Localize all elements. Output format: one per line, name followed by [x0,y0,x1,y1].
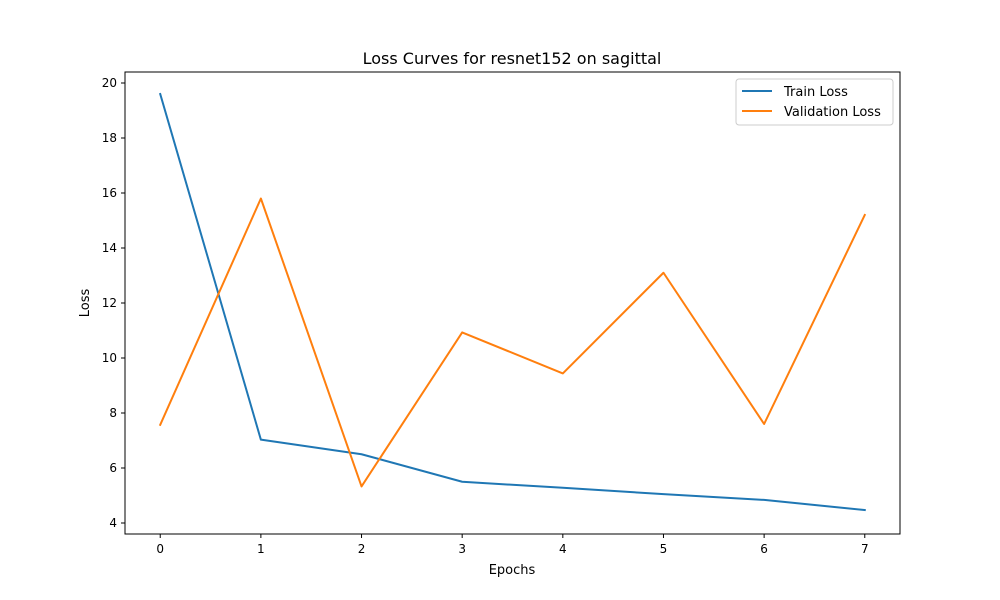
legend-label-train-loss: Train Loss [783,85,848,100]
legend: Train Loss Validation Loss [735,78,894,126]
x-tick-label: 7 [861,542,869,556]
series-line-train-loss [158,92,866,512]
y-tick-label: 16 [102,186,117,200]
x-axis-ticks: 0 1 2 3 4 5 6 7 [156,534,869,556]
x-tick-label: 6 [760,542,768,556]
x-tick-label: 5 [660,542,668,556]
series-layer [158,92,867,512]
y-tick-label: 10 [102,351,117,365]
x-tick-label: 2 [358,542,366,556]
y-axis-label: Loss [78,289,93,318]
x-tick-label: 3 [458,542,466,556]
x-tick-label: 4 [559,542,567,556]
x-axis-label: Epochs [489,563,536,578]
y-tick-label: 20 [102,76,117,90]
y-axis-ticks: 4 6 8 10 12 14 16 18 20 [102,76,125,530]
y-tick-label: 8 [109,406,117,420]
y-tick-label: 4 [109,516,117,530]
legend-box [735,78,894,126]
y-tick-label: 14 [102,241,117,255]
x-tick-label: 0 [156,542,164,556]
chart-title: Loss Curves for resnet152 on sagittal [363,49,662,68]
y-tick-label: 12 [102,296,117,310]
legend-label-validation-loss: Validation Loss [784,105,881,120]
y-tick-label: 6 [109,461,117,475]
x-tick-label: 1 [257,542,265,556]
y-tick-label: 18 [102,131,117,145]
series-line-validation-loss [158,197,867,488]
